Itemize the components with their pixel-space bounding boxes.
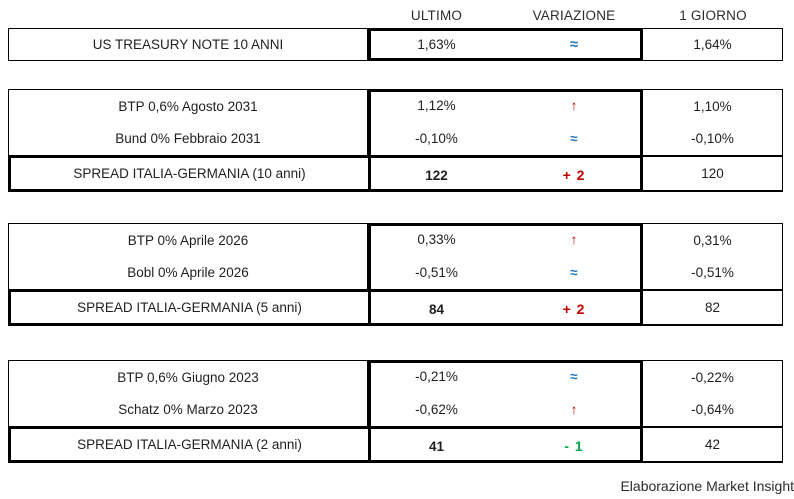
- giorno-value: -0,10%: [691, 131, 734, 147]
- row-label-bobl-2026: Bobl 0% Aprile 2026: [127, 265, 249, 281]
- row-label-schatz-2023: Schatz 0% Marzo 2023: [118, 402, 258, 418]
- row-label-btp-2031: BTP 0,6% Agosto 2031: [118, 98, 258, 114]
- labels-2y: BTP 0,6% Giugno 2023 Schatz 0% Marzo 202…: [8, 360, 368, 426]
- spread-5y-block: BTP 0% Aprile 2026 Bobl 0% Aprile 2026 0…: [8, 223, 783, 326]
- giorno-value: -0,64%: [691, 402, 734, 418]
- spread-variation-value: + 2: [505, 289, 643, 326]
- spread-2y-block: BTP 0,6% Giugno 2023 Schatz 0% Marzo 202…: [8, 360, 783, 463]
- spread-10y-block: BTP 0,6% Agosto 2031 Bund 0% Febbraio 20…: [8, 89, 783, 192]
- ultimo-value: -0,21%: [415, 369, 458, 384]
- variation-values-10y: ↑ ≈: [505, 89, 643, 155]
- row-label-bund-2031: Bund 0% Febbraio 2031: [115, 131, 261, 147]
- spread-giorno-value: 120: [643, 155, 783, 192]
- ultimo-value: 1,12%: [417, 98, 456, 113]
- labels-5y: BTP 0% Aprile 2026 Bobl 0% Aprile 2026: [8, 223, 368, 289]
- giorno-value: 1,64%: [643, 28, 783, 61]
- row-label-us-treasury: US TREASURY NOTE 10 ANNI: [8, 28, 368, 61]
- ultimo-value: -0,51%: [415, 265, 458, 280]
- row-label-spread-5y: SPREAD ITALIA-GERMANIA (5 anni): [8, 289, 368, 326]
- spread-giorno-value: 42: [643, 426, 783, 463]
- ultimo-value: -0,10%: [415, 131, 458, 146]
- ultimo-value: 1,63%: [417, 37, 456, 52]
- spread-ultimo-value: 84: [368, 289, 505, 326]
- ultimo-value: 0,33%: [417, 232, 456, 247]
- row-label-btp-2026: BTP 0% Aprile 2026: [127, 232, 249, 248]
- variation-up-icon: ↑: [570, 402, 578, 417]
- row-label-spread-10y: SPREAD ITALIA-GERMANIA (10 anni): [8, 155, 368, 192]
- variation-stable-icon: ≈: [569, 36, 579, 53]
- giorno-value: 0,31%: [693, 232, 732, 248]
- us-treasury-block: US TREASURY NOTE 10 ANNI 1,63% ≈ 1,64%: [8, 28, 783, 61]
- variation-up-icon: ↑: [570, 98, 578, 113]
- col-header-spacer: [8, 5, 368, 25]
- spread-variation-value: + 2: [505, 155, 643, 192]
- giorno-values-5y: 0,31% -0,51%: [643, 223, 783, 289]
- variation-up-icon: ↑: [570, 232, 578, 247]
- labels-10y: BTP 0,6% Agosto 2031 Bund 0% Febbraio 20…: [8, 89, 368, 155]
- row-label-btp-2023: BTP 0,6% Giugno 2023: [117, 369, 259, 385]
- row-label-spread-2y: SPREAD ITALIA-GERMANIA (2 anni): [8, 426, 368, 463]
- col-header-ultimo: ULTIMO: [410, 7, 463, 23]
- ultimo-values-2y: -0,21% -0,62%: [368, 360, 505, 426]
- giorno-values-10y: 1,10% -0,10%: [643, 89, 783, 155]
- spread-giorno-value: 82: [643, 289, 783, 326]
- giorno-value: -0,22%: [691, 369, 734, 385]
- spread-ultimo-value: 41: [368, 426, 505, 463]
- giorno-values-2y: -0,22% -0,64%: [643, 360, 783, 426]
- source-credit: Elaborazione Market Insight: [620, 478, 794, 494]
- giorno-value: 1,10%: [693, 98, 732, 114]
- ultimo-values-10y: 1,12% -0,10%: [368, 89, 505, 155]
- spread-variation-value: - 1: [505, 426, 643, 463]
- variation-stable-icon: ≈: [570, 369, 578, 384]
- col-header-1-giorno: 1 GIORNO: [679, 7, 747, 23]
- variation-values-2y: ≈ ↑: [505, 360, 643, 426]
- col-header-variazione: VARIAZIONE: [532, 7, 616, 23]
- giorno-value: -0,51%: [691, 265, 734, 281]
- ultimo-values-5y: 0,33% -0,51%: [368, 223, 505, 289]
- variation-stable-icon: ≈: [570, 131, 578, 146]
- spread-ultimo-value: 122: [368, 155, 505, 192]
- variation-values-5y: ↑ ≈: [505, 223, 643, 289]
- variation-stable-icon: ≈: [570, 265, 578, 280]
- column-headers: ULTIMO VARIAZIONE 1 GIORNO: [8, 5, 783, 25]
- ultimo-value: -0,62%: [415, 402, 458, 417]
